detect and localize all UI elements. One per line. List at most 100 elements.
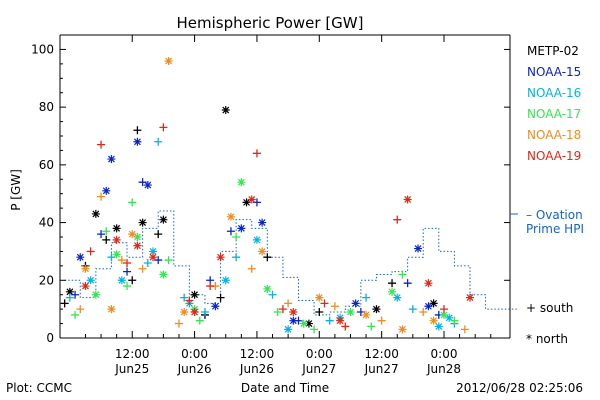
south-marker [247, 264, 256, 273]
x-tick-date-label: Jun28 [426, 362, 461, 376]
x-tick-time-label: 12:00 [115, 347, 150, 361]
north-marker [299, 319, 308, 328]
south-marker [174, 319, 183, 328]
south-marker [102, 235, 111, 244]
south-marker [180, 293, 189, 302]
south-marker [263, 253, 272, 262]
legend-north: * north [526, 332, 568, 346]
x-tick-date-label: Jun26 [177, 362, 212, 376]
north-marker [403, 195, 412, 204]
south-marker [393, 215, 402, 224]
north-marker [143, 181, 152, 190]
y-tick-label: 100 [31, 42, 54, 56]
legend-entry: NOAA-18 [527, 128, 581, 142]
x-tick-time-label: 12:00 [240, 347, 275, 361]
north-marker [237, 178, 246, 187]
x-axis: 12:00Jun250:00Jun2612:00Jun260:00Jun2712… [84, 35, 492, 376]
south-marker [419, 308, 428, 317]
north-marker [226, 212, 235, 221]
north-marker [315, 293, 324, 302]
north-marker [237, 224, 246, 233]
north-marker [138, 218, 147, 227]
y-tick-label: 40 [39, 216, 54, 230]
north-marker [117, 276, 126, 285]
south-marker [60, 299, 69, 308]
south-marker [123, 267, 132, 276]
y-axis: 0 20 40 60 80 100 [31, 42, 510, 345]
north-marker [424, 302, 433, 311]
south-marker [97, 140, 106, 149]
south-marker [102, 227, 111, 236]
south-marker [123, 282, 132, 291]
north-marker [429, 316, 438, 325]
south-marker [325, 316, 334, 325]
south-marker [377, 316, 386, 325]
south-marker [200, 308, 209, 317]
legend-entry: NOAA-16 [527, 86, 581, 100]
north-marker [81, 264, 90, 273]
north-marker [91, 209, 100, 218]
south-marker [398, 270, 407, 279]
legend-entry: NOAA-17 [527, 107, 581, 121]
north-marker [112, 250, 121, 259]
north-marker [112, 235, 121, 244]
legend-south: + south [526, 301, 573, 315]
north-marker [289, 308, 298, 317]
north-marker [351, 299, 360, 308]
south-marker [138, 264, 147, 273]
south-marker [123, 258, 132, 267]
north-marker [445, 313, 454, 322]
x-tick-date-label: Jun27 [364, 362, 399, 376]
south-marker [460, 325, 469, 334]
south-marker [330, 302, 339, 311]
north-marker [76, 253, 85, 262]
north-marker [247, 195, 256, 204]
south-marker [86, 247, 95, 256]
x-tick-time-label: 0:00 [306, 347, 333, 361]
legend-ovation-line1: – Ovation [526, 208, 583, 222]
south-marker [216, 293, 225, 302]
y-tick-label: 20 [39, 273, 54, 287]
north-marker [252, 235, 261, 244]
north-marker [304, 319, 313, 328]
south-marker [388, 279, 397, 288]
north-marker [346, 308, 355, 317]
north-marker [159, 270, 168, 279]
south-marker [278, 305, 287, 314]
south-marker [440, 305, 449, 314]
north-marker [211, 302, 220, 311]
south-marker [403, 279, 412, 288]
north-marker [149, 253, 158, 262]
legend-entry: NOAA-15 [527, 65, 581, 79]
x-tick-time-label: 12:00 [364, 347, 399, 361]
south-marker [320, 299, 329, 308]
south-marker [117, 256, 126, 265]
satellite-markers [60, 56, 474, 334]
south-marker [341, 322, 350, 331]
south-marker [232, 233, 241, 241]
south-marker [128, 198, 137, 207]
south-marker [143, 258, 152, 267]
south-marker [284, 299, 293, 308]
north-marker [190, 308, 199, 317]
ovation-series [64, 210, 517, 316]
x-tick-date-label: Jun25 [114, 362, 149, 376]
north-marker [263, 284, 272, 293]
north-marker [221, 106, 230, 115]
north-marker [258, 218, 267, 227]
north-marker [164, 56, 173, 65]
south-marker [128, 276, 137, 285]
south-marker [97, 192, 106, 201]
south-marker [226, 227, 235, 236]
south-marker [367, 322, 376, 331]
south-marker [133, 126, 142, 135]
north-marker [159, 215, 168, 224]
south-marker [164, 256, 173, 265]
north-marker [258, 247, 267, 256]
legend-entry: METP-02 [527, 44, 579, 58]
north-marker [362, 310, 371, 319]
south-marker [154, 137, 163, 146]
north-marker [398, 325, 407, 334]
north-marker [65, 287, 74, 296]
